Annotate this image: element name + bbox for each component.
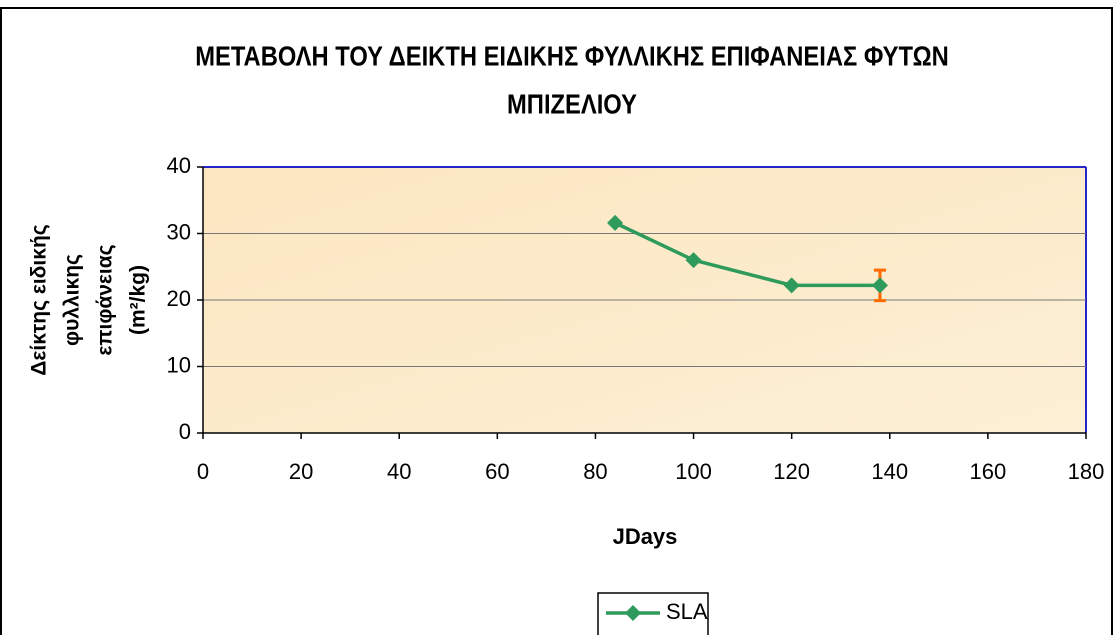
x-tick-label: 80 xyxy=(583,459,607,484)
x-tick-label: 60 xyxy=(485,459,509,484)
point xyxy=(783,277,800,294)
point xyxy=(871,277,888,294)
y-axis-label: φυλλικης xyxy=(61,254,84,346)
series-line xyxy=(614,221,880,288)
chart-title: ΜΕΤΑΒΟΛΗ ΤΟΥ ΔΕΙΚΤΗ ΕΙΔΙΚΗΣ ΦΥΛΛΙΚΗΣ ΕΠΙ… xyxy=(195,40,949,72)
y-axis-label: Δείκτης ειδικής xyxy=(28,224,51,375)
point xyxy=(685,252,702,269)
y-axis-label: (m²/kg) xyxy=(127,265,150,335)
y-axis-label: επιφάνειας xyxy=(94,244,117,355)
x-tick-label: 120 xyxy=(773,459,810,484)
point xyxy=(607,214,624,231)
x-tick-label: 20 xyxy=(289,459,313,484)
x-tick-label: 160 xyxy=(970,459,1007,484)
y-tick-label: 20 xyxy=(167,286,191,311)
y-tick-label: 0 xyxy=(179,419,191,444)
x-tick-label: 0 xyxy=(197,459,209,484)
y-tick-label: 10 xyxy=(167,352,191,377)
x-tick-label: 100 xyxy=(675,459,712,484)
chart-title: ΜΠΙΖΕΛΙΟΥ xyxy=(507,88,637,120)
x-tick-label: 140 xyxy=(871,459,908,484)
y-tick-label: 40 xyxy=(167,153,191,178)
x-axis-label: JDays xyxy=(613,524,678,549)
legend-marker xyxy=(625,605,641,621)
legend-label: SLA xyxy=(666,599,708,624)
x-tick-label: 40 xyxy=(387,459,411,484)
y-tick-label: 30 xyxy=(167,219,191,244)
x-tick-label: 180 xyxy=(1068,459,1105,484)
